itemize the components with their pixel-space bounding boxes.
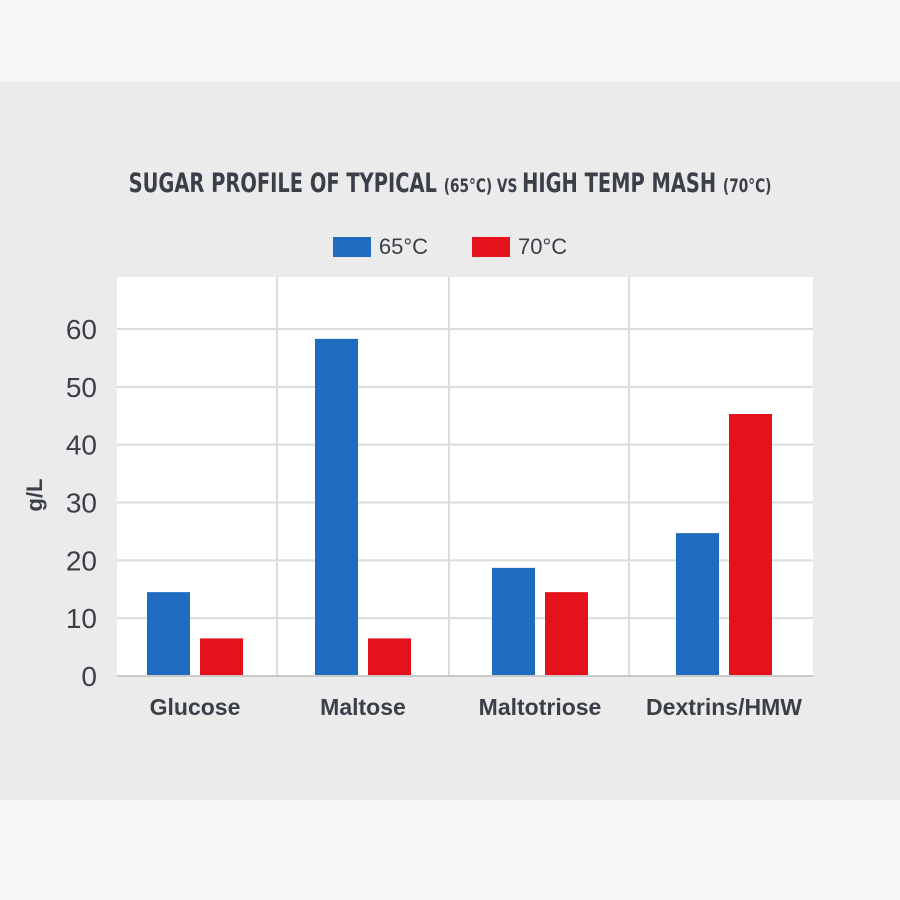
bar-maltotriose-70c (545, 592, 588, 676)
bar-dextrins-hmw-65c (676, 533, 719, 676)
y-tick-label-10: 10 (66, 603, 97, 634)
y-axis-label: g/L (22, 479, 47, 512)
bar-glucose-70c (200, 638, 243, 676)
bar-maltotriose-65c (492, 567, 535, 676)
legend-label-65c: 65°C (378, 234, 428, 259)
title-part-main: SUGAR PROFILE OF TYPICAL (128, 168, 444, 199)
x-tick-label-dextrins-hmw: Dextrins/HMW (646, 694, 802, 720)
x-tick-label-glucose: Glucose (150, 694, 241, 720)
chart-title: SUGAR PROFILE OF TYPICAL (65°C) VS HIGH … (126, 168, 774, 199)
title-part-vs: VS (492, 175, 523, 197)
title-part-high-temp: HIGH TEMP MASH (522, 168, 723, 199)
title-part-typical-temp: (65°C) (443, 175, 493, 197)
x-tick-label-maltotriose: Maltotriose (479, 694, 602, 720)
legend-item-70c: 70°C (472, 234, 567, 260)
title-part-high-temp-value: (70°C) (722, 175, 772, 197)
y-tick-label-50: 50 (66, 372, 97, 403)
bar-glucose-65c (147, 592, 190, 676)
legend-swatch-65c (332, 237, 371, 257)
bar-maltose-65c (315, 338, 358, 676)
bar-maltose-70c (368, 638, 411, 676)
y-tick-label-60: 60 (66, 314, 97, 345)
bar-dextrins-hmw-70c (729, 414, 772, 676)
y-tick-label-30: 30 (66, 488, 97, 519)
chart-legend: 65°C 70°C (0, 234, 900, 260)
y-tick-label-20: 20 (66, 545, 97, 576)
y-tick-label-0: 0 (81, 661, 97, 692)
legend-swatch-70c (472, 237, 510, 257)
legend-label-70c: 70°C (518, 234, 568, 259)
x-tick-label-maltose: Maltose (320, 694, 406, 720)
y-tick-label-40: 40 (66, 430, 97, 461)
legend-item-65c: 65°C (332, 234, 428, 260)
